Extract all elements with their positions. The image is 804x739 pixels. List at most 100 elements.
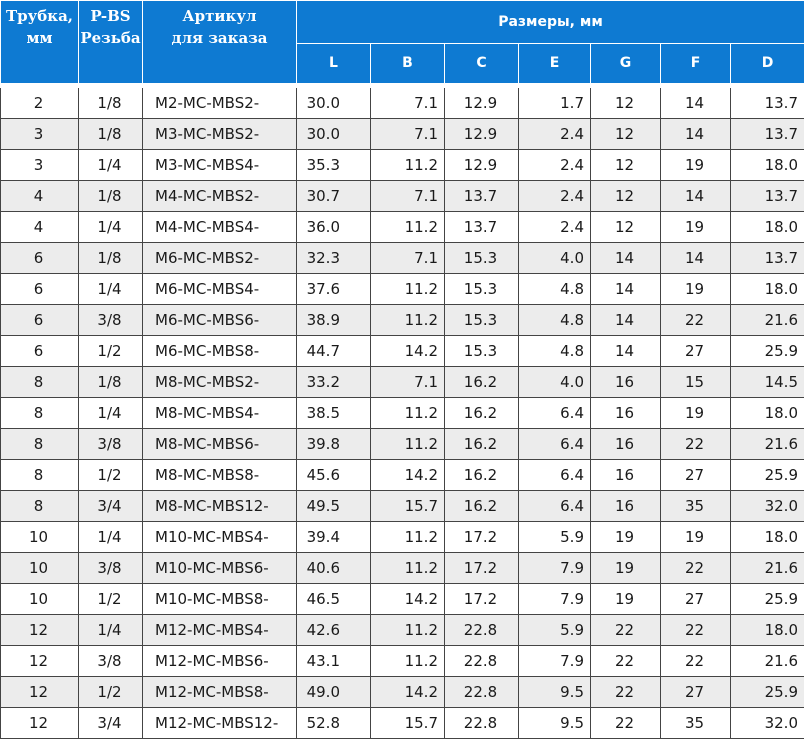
cell-f: 27 — [661, 584, 731, 615]
cell-article: M8-MC-MBS2- — [143, 367, 297, 398]
cell-d: 13.7 — [731, 88, 804, 119]
cell-l: 40.6 — [297, 553, 371, 584]
cell-b: 11.2 — [371, 522, 445, 553]
cell-d: 18.0 — [731, 522, 804, 553]
dim-header-b: B — [371, 43, 445, 83]
cell-c: 16.2 — [445, 460, 519, 491]
cell-l: 45.6 — [297, 460, 371, 491]
dimensions-group-header: Размеры, мм — [297, 1, 804, 44]
cell-c: 22.8 — [445, 708, 519, 739]
cell-d: 32.0 — [731, 491, 804, 522]
cell-e: 6.4 — [519, 429, 591, 460]
cell-g: 14 — [591, 243, 661, 274]
cell-e: 2.4 — [519, 119, 591, 150]
cell-article: M8-MC-MBS8- — [143, 460, 297, 491]
cell-article: M3-MC-MBS2- — [143, 119, 297, 150]
cell-e: 6.4 — [519, 491, 591, 522]
cell-d: 13.7 — [731, 119, 804, 150]
table-header: Трубка, мм P-BS Резьба Артикул для заказ… — [1, 1, 804, 89]
cell-b: 11.2 — [371, 553, 445, 584]
cell-f: 22 — [661, 615, 731, 646]
cell-d: 18.0 — [731, 615, 804, 646]
cell-g: 14 — [591, 305, 661, 336]
cell-article: M6-MC-MBS4- — [143, 274, 297, 305]
cell-b: 14.2 — [371, 584, 445, 615]
cell-e: 7.9 — [519, 553, 591, 584]
cell-l: 39.4 — [297, 522, 371, 553]
cell-b: 7.1 — [371, 119, 445, 150]
cell-l: 43.1 — [297, 646, 371, 677]
thread-header-line1: P-BS — [90, 7, 130, 25]
cell-g: 12 — [591, 212, 661, 243]
cell-l: 52.8 — [297, 708, 371, 739]
cell-l: 38.9 — [297, 305, 371, 336]
cell-d: 14.5 — [731, 367, 804, 398]
cell-g: 22 — [591, 646, 661, 677]
cell-l: 38.5 — [297, 398, 371, 429]
cell-c: 16.2 — [445, 367, 519, 398]
cell-l: 33.2 — [297, 367, 371, 398]
cell-e: 5.9 — [519, 615, 591, 646]
cell-c: 12.9 — [445, 88, 519, 119]
cell-c: 12.9 — [445, 150, 519, 181]
cell-thread: 1/4 — [79, 398, 143, 429]
cell-g: 12 — [591, 119, 661, 150]
cell-c: 15.3 — [445, 305, 519, 336]
cell-l: 46.5 — [297, 584, 371, 615]
cell-d: 21.6 — [731, 646, 804, 677]
cell-tube-size: 3 — [1, 150, 79, 181]
cell-l: 35.3 — [297, 150, 371, 181]
cell-thread: 1/2 — [79, 584, 143, 615]
cell-l: 37.6 — [297, 274, 371, 305]
cell-d: 13.7 — [731, 243, 804, 274]
cell-e: 2.4 — [519, 150, 591, 181]
cell-g: 16 — [591, 398, 661, 429]
cell-f: 19 — [661, 274, 731, 305]
cell-l: 36.0 — [297, 212, 371, 243]
cell-tube-size: 3 — [1, 119, 79, 150]
cell-e: 7.9 — [519, 584, 591, 615]
cell-article: M6-MC-MBS6- — [143, 305, 297, 336]
cell-f: 15 — [661, 367, 731, 398]
cell-b: 7.1 — [371, 367, 445, 398]
cell-thread: 3/8 — [79, 429, 143, 460]
cell-d: 18.0 — [731, 274, 804, 305]
cell-tube-size: 4 — [1, 212, 79, 243]
cell-d: 25.9 — [731, 460, 804, 491]
cell-b: 14.2 — [371, 336, 445, 367]
cell-b: 15.7 — [371, 491, 445, 522]
cell-tube-size: 10 — [1, 522, 79, 553]
cell-d: 25.9 — [731, 584, 804, 615]
dim-header-c: C — [445, 43, 519, 83]
cell-tube-size: 8 — [1, 398, 79, 429]
cell-thread: 1/4 — [79, 212, 143, 243]
cell-thread: 1/8 — [79, 119, 143, 150]
cell-e: 4.8 — [519, 274, 591, 305]
cell-article: M6-MC-MBS2- — [143, 243, 297, 274]
cell-g: 14 — [591, 336, 661, 367]
cell-g: 12 — [591, 181, 661, 212]
dim-header-d: D — [731, 43, 804, 83]
cell-c: 13.7 — [445, 212, 519, 243]
cell-tube-size: 10 — [1, 553, 79, 584]
cell-d: 21.6 — [731, 553, 804, 584]
cell-g: 22 — [591, 615, 661, 646]
cell-article: M12-MC-MBS4- — [143, 615, 297, 646]
cell-f: 27 — [661, 677, 731, 708]
cell-d: 25.9 — [731, 336, 804, 367]
cell-e: 6.4 — [519, 398, 591, 429]
cell-c: 16.2 — [445, 429, 519, 460]
cell-f: 14 — [661, 181, 731, 212]
cell-g: 16 — [591, 429, 661, 460]
cell-e: 2.4 — [519, 212, 591, 243]
cell-tube-size: 10 — [1, 584, 79, 615]
cell-b: 11.2 — [371, 398, 445, 429]
